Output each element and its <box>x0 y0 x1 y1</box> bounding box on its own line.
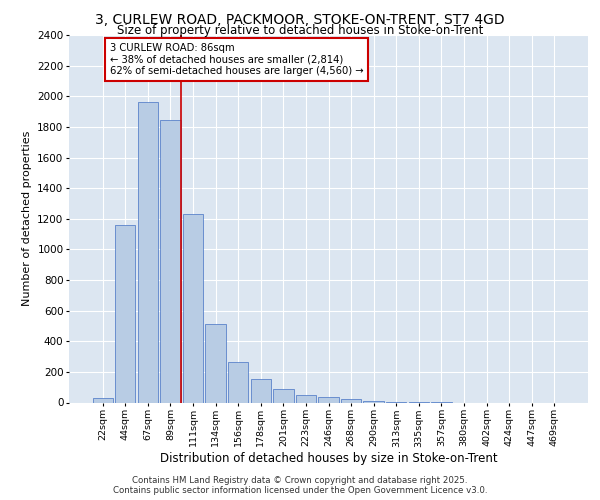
Text: 3, CURLEW ROAD, PACKMOOR, STOKE-ON-TRENT, ST7 4GD: 3, CURLEW ROAD, PACKMOOR, STOKE-ON-TRENT… <box>95 12 505 26</box>
Bar <box>92 398 113 402</box>
Bar <box>115 225 136 402</box>
Bar <box>251 379 271 402</box>
Bar <box>319 397 338 402</box>
Text: Size of property relative to detached houses in Stoke-on-Trent: Size of property relative to detached ho… <box>117 24 483 37</box>
X-axis label: Distribution of detached houses by size in Stoke-on-Trent: Distribution of detached houses by size … <box>160 452 497 465</box>
Bar <box>138 102 158 403</box>
Bar <box>160 120 181 403</box>
Y-axis label: Number of detached properties: Number of detached properties <box>22 131 32 306</box>
Bar <box>273 388 293 402</box>
Bar <box>183 214 203 402</box>
Bar <box>296 395 316 402</box>
Bar <box>228 362 248 403</box>
Text: Contains HM Land Registry data © Crown copyright and database right 2025.
Contai: Contains HM Land Registry data © Crown c… <box>113 476 487 495</box>
Text: 3 CURLEW ROAD: 86sqm
← 38% of detached houses are smaller (2,814)
62% of semi-de: 3 CURLEW ROAD: 86sqm ← 38% of detached h… <box>110 42 363 76</box>
Bar <box>341 400 361 402</box>
Bar <box>205 324 226 402</box>
